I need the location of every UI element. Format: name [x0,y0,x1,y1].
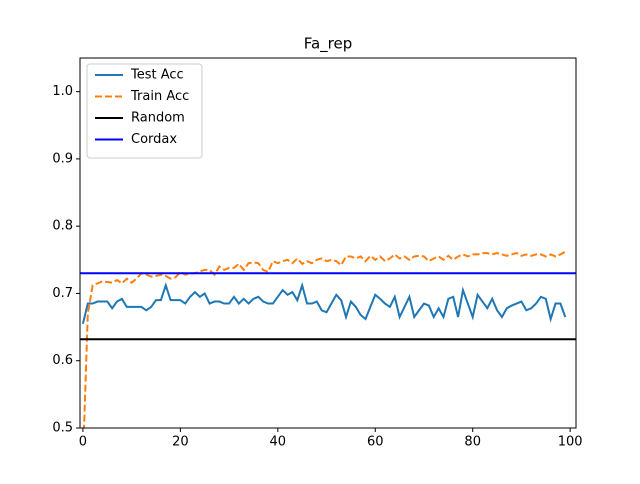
legend-label: Train Acc [130,89,189,104]
x-tick-label: 20 [172,435,189,450]
legend-label: Random [131,111,185,126]
y-tick-label: 0.5 [52,421,73,436]
chart-title: Fa_rep [304,35,353,54]
series-line [83,250,566,428]
legend-label: Test Acc [130,68,184,83]
y-tick-label: 0.8 [52,219,73,234]
plot-area [80,250,576,428]
x-tick-label: 100 [558,435,583,450]
legend-box [86,63,203,159]
x-tick-label: 40 [270,435,287,450]
legend-label: Cordax [131,132,177,147]
series-line [81,281,567,324]
y-tick-label: 1.0 [52,84,73,99]
x-tick-label: 80 [464,435,481,450]
y-tick-label: 0.6 [52,353,73,368]
axes-frame [79,57,577,429]
y-tick-label: 0.7 [52,286,73,301]
y-tick-label: 0.9 [52,151,73,166]
x-tick-label: 60 [367,435,384,450]
x-tick-label: 0 [79,435,87,450]
